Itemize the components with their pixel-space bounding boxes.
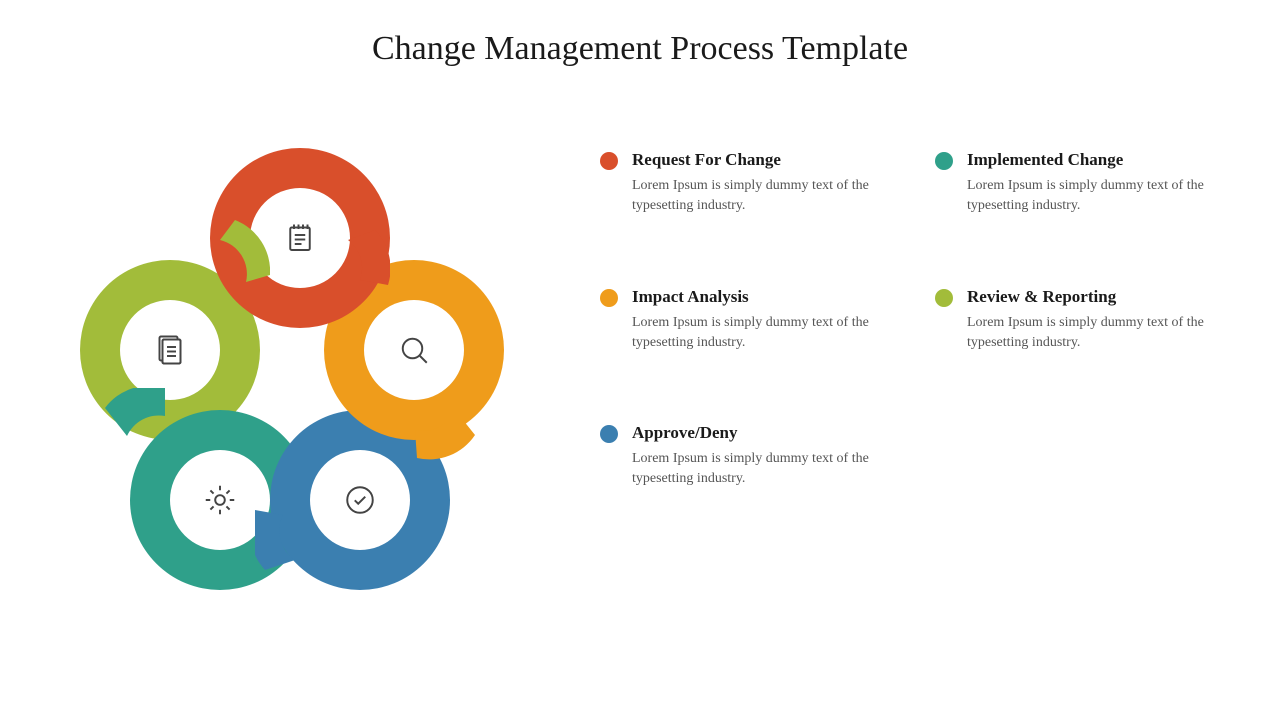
legend-text: Impact Analysis Lorem Ipsum is simply du…: [632, 287, 905, 354]
search-icon: [396, 332, 432, 368]
legend-desc: Lorem Ipsum is simply dummy text of the …: [632, 313, 905, 354]
legend-title: Review & Reporting: [967, 287, 1240, 307]
interlocking-ring-diagram: [60, 150, 540, 630]
ring-blue-center: [310, 450, 410, 550]
legend-text: Implemented Change Lorem Ipsum is simply…: [967, 150, 1240, 217]
legend-title: Impact Analysis: [632, 287, 905, 307]
legend-text: Approve/Deny Lorem Ipsum is simply dummy…: [632, 423, 905, 490]
weave-orange-over-blue: [405, 390, 475, 460]
legend-title: Approve/Deny: [632, 423, 905, 443]
weave-blue-over-teal: [255, 505, 325, 575]
weave-olive-over-red: [200, 220, 270, 290]
legend-title: Implemented Change: [967, 150, 1240, 170]
legend-list: Request For Change Lorem Ipsum is simply…: [600, 150, 1240, 490]
ring-orange-center: [364, 300, 464, 400]
ring-olive-center: [120, 300, 220, 400]
legend-item: Impact Analysis Lorem Ipsum is simply du…: [600, 287, 905, 354]
legend-desc: Lorem Ipsum is simply dummy text of the …: [632, 449, 905, 490]
notepad-icon: [282, 220, 318, 256]
legend-item: Request For Change Lorem Ipsum is simply…: [600, 150, 905, 217]
legend-item: Approve/Deny Lorem Ipsum is simply dummy…: [600, 423, 905, 490]
bullet-dot: [935, 289, 953, 307]
legend-text: Request For Change Lorem Ipsum is simply…: [632, 150, 905, 217]
bullet-dot: [600, 425, 618, 443]
weave-teal-over-olive: [105, 388, 175, 458]
legend-desc: Lorem Ipsum is simply dummy text of the …: [632, 176, 905, 217]
legend-title: Request For Change: [632, 150, 905, 170]
document-icon: [152, 332, 188, 368]
bullet-dot: [600, 289, 618, 307]
legend-text: Review & Reporting Lorem Ipsum is simply…: [967, 287, 1240, 354]
page-title: Change Management Process Template: [0, 30, 1280, 68]
bullet-dot: [600, 152, 618, 170]
check-icon: [342, 482, 378, 518]
weave-red-over-orange: [320, 225, 390, 295]
legend-desc: Lorem Ipsum is simply dummy text of the …: [967, 313, 1240, 354]
gear-icon: [202, 482, 238, 518]
legend-desc: Lorem Ipsum is simply dummy text of the …: [967, 176, 1240, 217]
bullet-dot: [935, 152, 953, 170]
legend-item: Review & Reporting Lorem Ipsum is simply…: [935, 287, 1240, 354]
legend-item: Implemented Change Lorem Ipsum is simply…: [935, 150, 1240, 217]
